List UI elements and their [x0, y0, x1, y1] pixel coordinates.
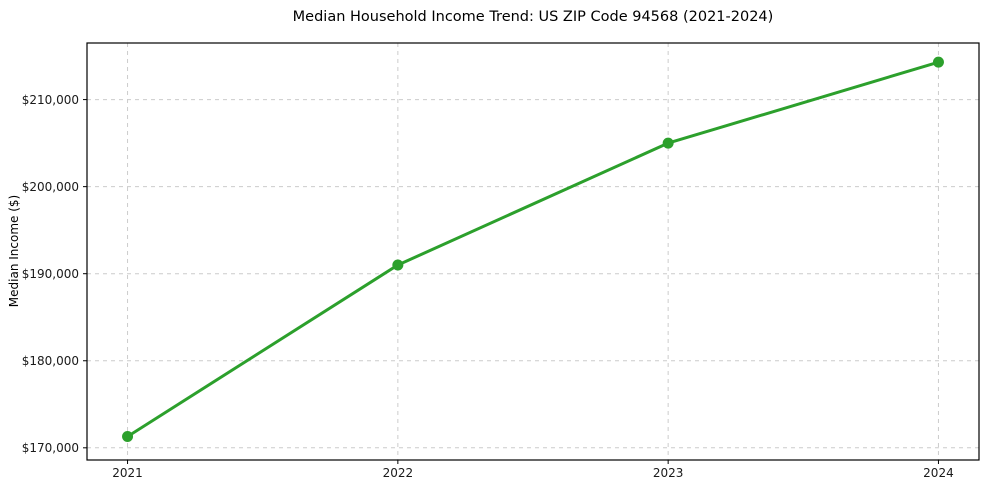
chart-title: Median Household Income Trend: US ZIP Co… — [293, 9, 774, 25]
y-tick-label: $190,000 — [22, 267, 79, 281]
y-tick-label: $170,000 — [22, 441, 79, 455]
y-tick-label: $180,000 — [22, 354, 79, 368]
x-tick-label: 2023 — [653, 466, 684, 480]
plot-border — [86, 42, 980, 461]
data-point-2021 — [122, 430, 134, 442]
y-tick-label: $210,000 — [22, 93, 79, 107]
plot-content: $170,000 $180,000 $190,000 $200,000 $210,000… — [22, 42, 980, 480]
data-point-2024 — [932, 56, 944, 68]
x-tick-label: 2022 — [383, 466, 414, 480]
y-tick-label: $200,000 — [22, 180, 79, 194]
data-point-2023 — [662, 137, 674, 149]
x-tick-label: 2021 — [112, 466, 143, 480]
income-trend-line — [126, 60, 940, 438]
x-tick-label: 2024 — [923, 466, 954, 480]
data-point-2022 — [392, 259, 404, 271]
y-axis-label: Median Income ($) — [7, 195, 21, 307]
